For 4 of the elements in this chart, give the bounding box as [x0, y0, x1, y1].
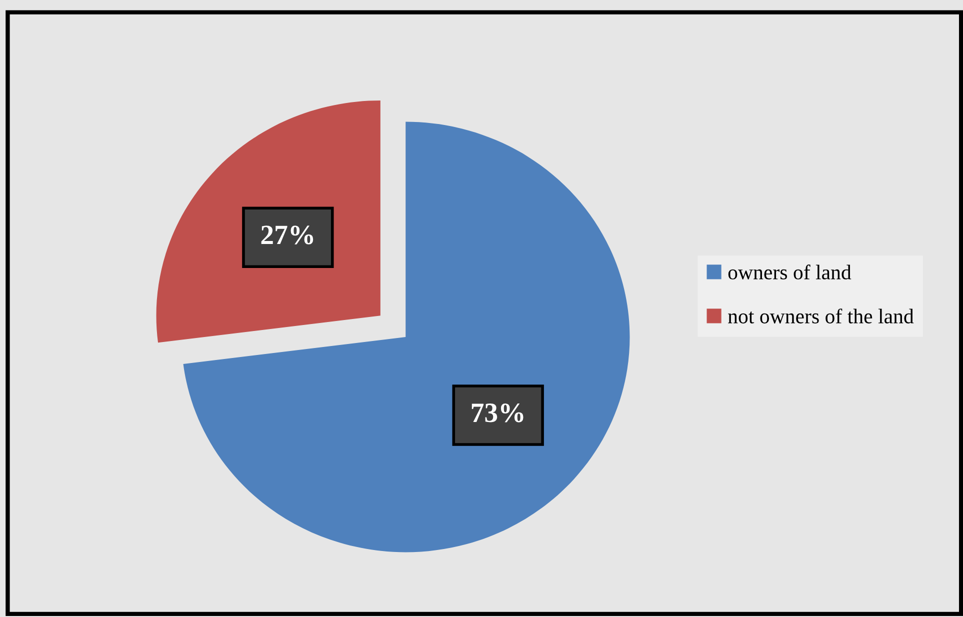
legend-label: not owners of the land: [728, 308, 914, 324]
legend-label: owners of land: [728, 264, 852, 280]
data-label: 73%: [472, 403, 524, 422]
data-label: 27%: [261, 226, 314, 244]
